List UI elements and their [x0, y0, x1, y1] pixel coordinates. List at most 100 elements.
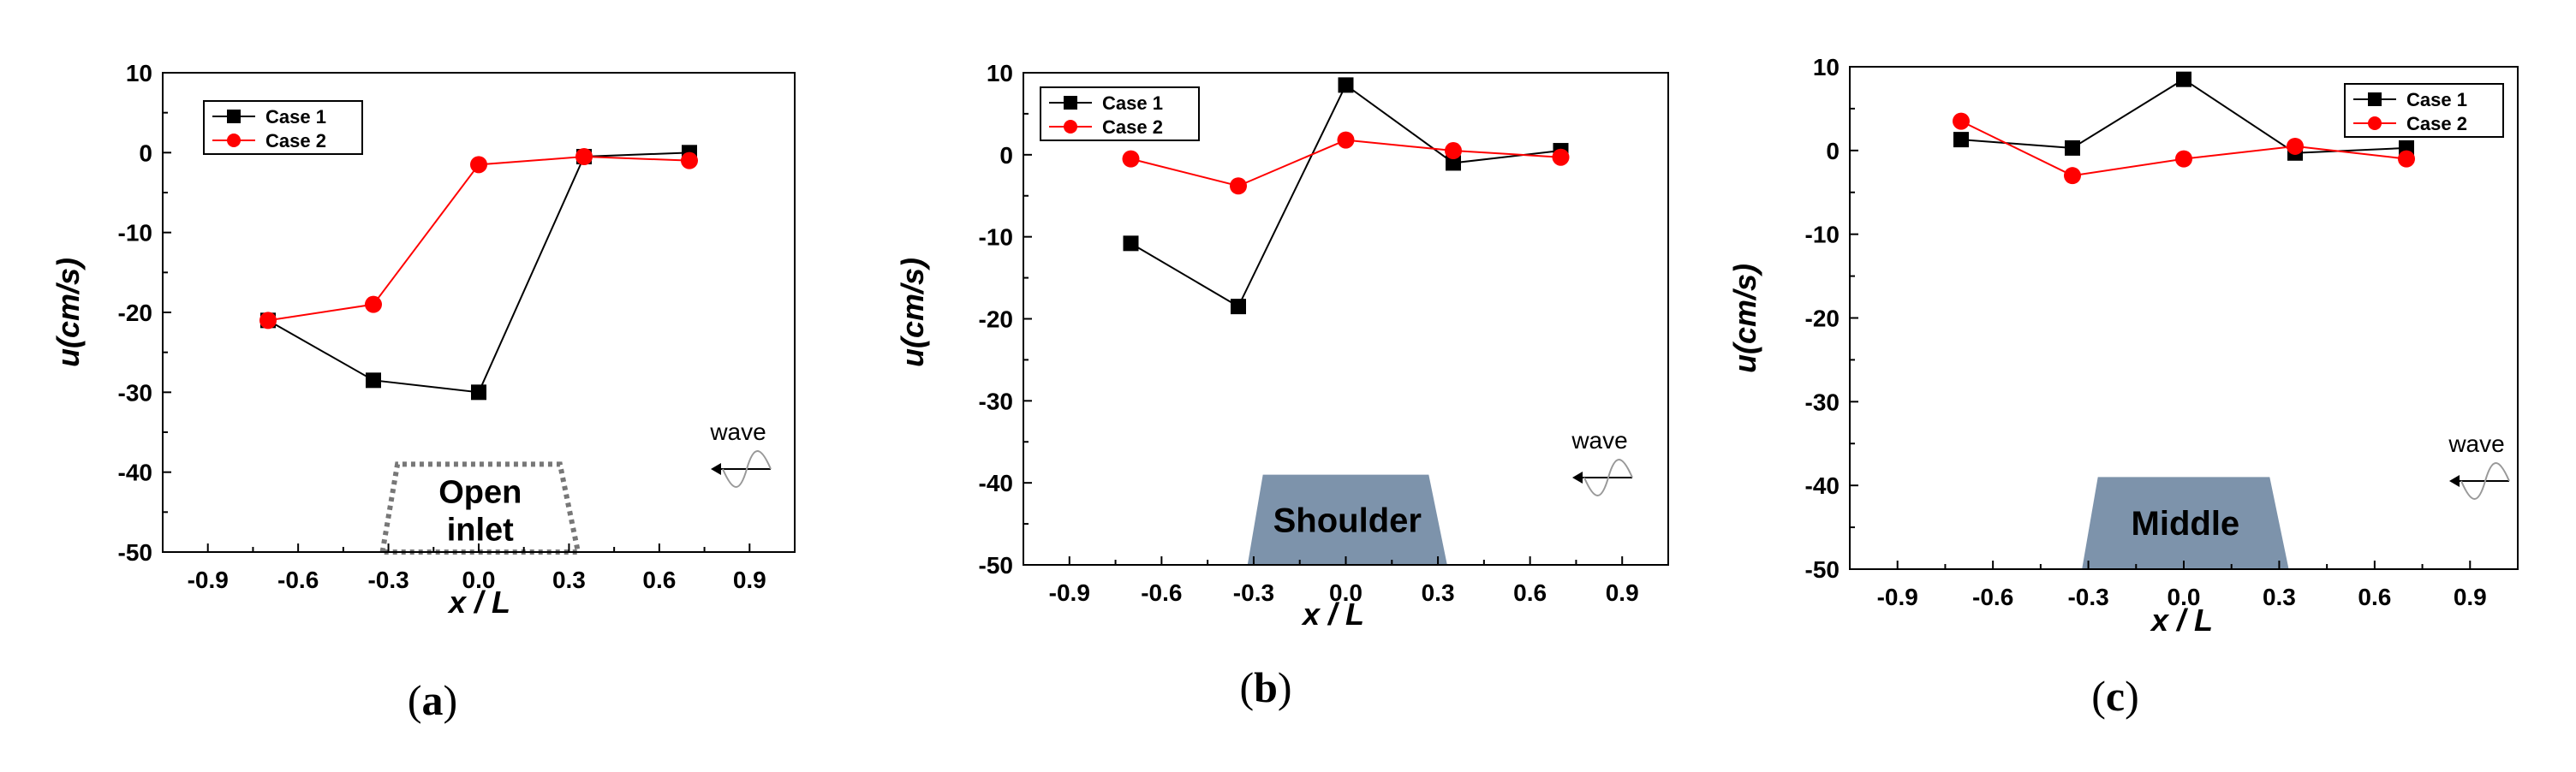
x-tick-label: -0.6: [1972, 584, 2013, 610]
wave-label: wave: [2448, 431, 2504, 457]
legend-label: Case 2: [2406, 113, 2467, 134]
data-point-case1: [1338, 77, 1354, 93]
sine-wave-icon: [1583, 459, 1633, 496]
chart-panel-b: Shoulder 10 0 -10 -20 -30 -40 -50 -0.9 -0.6 -0.3 0.…: [895, 60, 1669, 711]
y-tick-label: -40: [1805, 472, 1840, 499]
x-tick-label: 0.3: [1422, 579, 1455, 606]
legend-label: Case 1: [1102, 92, 1163, 114]
structure-shape: [2082, 477, 2289, 569]
chart-panel-c: Middle 10 0 -10 -20 -30 -40 -50 -0.9 -0.6 -0.3 0.0 0…: [1727, 54, 2519, 720]
x-axis-label: x / L: [447, 585, 510, 620]
data-point-case2: [1337, 131, 1355, 149]
x-tick-label: -0.9: [1877, 584, 1918, 610]
legend-label: Case 2: [265, 130, 326, 151]
x-tick-label: -0.6: [1141, 579, 1182, 606]
y-tick-label: -50: [1805, 556, 1840, 583]
y-tick-label: 0: [139, 140, 152, 166]
y-tick-label: 0: [1826, 138, 1840, 164]
wave-arrow-icon: [2449, 475, 2460, 487]
x-tick-label: -0.9: [1049, 579, 1090, 606]
structure-label-line2: inlet: [447, 513, 514, 549]
x-tick-label: -0.3: [367, 567, 408, 593]
wave-label: wave: [1571, 427, 1627, 454]
wave-label: wave: [709, 419, 766, 445]
x-tick-label: 0.6: [1513, 579, 1547, 606]
x-tick-label: -0.3: [2067, 584, 2108, 610]
panel-caption: (a): [408, 676, 457, 724]
panel-caption: (c): [2091, 672, 2139, 720]
legend-label: Case 2: [1102, 116, 1163, 138]
panel-caption: (b): [1239, 663, 1291, 711]
structure-label: Middle: [2132, 505, 2240, 543]
data-point-case1: [2176, 71, 2191, 87]
y-tick-label: -20: [979, 306, 1013, 333]
legend-marker-circle: [2368, 116, 2382, 130]
data-point-case1: [1446, 155, 1461, 171]
y-tick-label: -20: [118, 300, 152, 326]
y-tick-label: 10: [987, 60, 1013, 86]
series-line-case1: [267, 151, 690, 394]
y-tick-label: -30: [979, 388, 1013, 414]
series-line-case1: [1960, 78, 2407, 154]
data-point-case2: [1230, 177, 1247, 195]
wave-arrow-icon: [711, 463, 721, 475]
data-point-case2: [2398, 150, 2415, 168]
y-tick-label: -20: [1805, 306, 1840, 332]
y-tick-label: -50: [118, 539, 152, 566]
x-tick-label: 0.6: [642, 567, 676, 593]
legend-marker-square: [227, 110, 241, 123]
y-tick-label: -10: [979, 224, 1013, 251]
data-point-case2: [2175, 150, 2192, 168]
y-tick-label: 0: [999, 142, 1013, 169]
data-point-case1: [1123, 235, 1139, 252]
x-tick-label: 0.6: [2358, 584, 2391, 610]
data-point-case2: [1122, 150, 1140, 168]
structure-shape: [1247, 474, 1447, 565]
data-point-case2: [1953, 112, 1970, 130]
series-line-case2: [267, 155, 690, 322]
data-point-case1: [2065, 140, 2080, 156]
data-point-case2: [2287, 137, 2304, 155]
y-tick-label: -10: [118, 220, 152, 246]
x-tick-label: -0.6: [277, 567, 319, 593]
structure-label: Shoulder: [1273, 502, 1422, 539]
data-point-case1: [471, 384, 486, 401]
data-point-case1: [366, 372, 381, 389]
data-point-case2: [365, 295, 382, 313]
legend-marker-square: [1064, 96, 1077, 110]
x-tick-label: 0.0: [462, 567, 496, 593]
y-tick-label: 10: [1813, 54, 1840, 80]
sine-wave-icon: [2460, 462, 2510, 500]
legend-marker-square: [2368, 92, 2382, 106]
sine-wave-icon: [722, 450, 772, 488]
x-tick-label: 0.9: [1606, 579, 1639, 606]
x-tick-label: 0.9: [2454, 584, 2487, 610]
y-axis-label: u(cm/s): [51, 258, 86, 367]
data-point-case2: [259, 312, 277, 330]
x-tick-label: 0.0: [1329, 579, 1363, 606]
y-tick-label: -30: [1805, 389, 1840, 415]
data-point-case2: [575, 148, 593, 165]
x-tick-label: 0.3: [2263, 584, 2296, 610]
legend-marker-circle: [1064, 120, 1077, 134]
legend-label: Case 1: [265, 106, 326, 128]
data-point-case2: [2064, 167, 2081, 185]
data-point-case2: [1552, 148, 1570, 166]
x-tick-label: 0.9: [733, 567, 766, 593]
x-tick-label: -0.3: [1233, 579, 1274, 606]
y-tick-label: -40: [979, 470, 1013, 496]
y-tick-label: -40: [118, 460, 152, 486]
data-point-case2: [1445, 142, 1462, 160]
data-point-case2: [470, 156, 487, 174]
x-tick-label: -0.9: [188, 567, 229, 593]
series-line-case2: [1960, 120, 2407, 177]
y-tick-label: -50: [979, 552, 1013, 579]
data-point-case1: [1231, 299, 1246, 315]
legend-marker-circle: [227, 134, 241, 147]
y-tick-label: -10: [1805, 222, 1840, 248]
